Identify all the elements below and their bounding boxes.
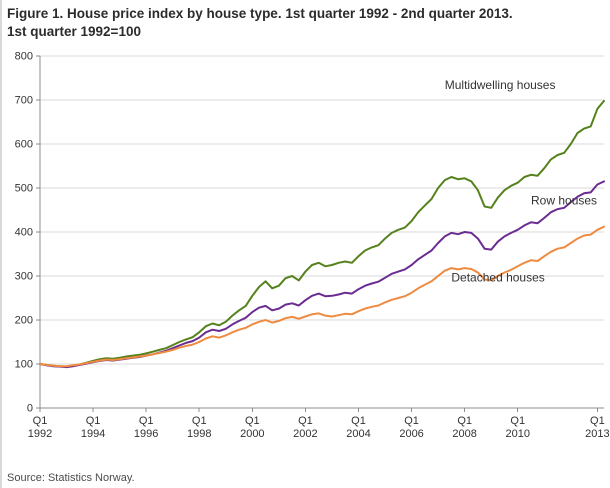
y-tick-label: 400 [15,227,33,239]
source-note: Source: Statistics Norway. [7,472,135,484]
series-label-multidwelling-houses: Multidwelling houses [445,78,556,92]
figure-title-line1: Figure 1. House price index by house typ… [7,6,513,21]
x-tick-label-quarter: Q1 [590,415,605,427]
y-tick-label: 100 [15,359,33,371]
y-tick-label: 300 [15,271,33,283]
series-line-detached-houses [39,225,605,368]
x-tick-label-quarter: Q1 [245,415,260,427]
x-tick-label-year: 2000 [240,428,264,440]
x-tick-label-year: 2006 [399,428,423,440]
y-tick-label: 800 [15,51,33,63]
x-tick-label-year: 2008 [452,428,476,440]
x-tick-label-quarter: Q1 [457,415,472,427]
series-line-multidwelling-houses [39,99,605,368]
y-tick-label: 0 [27,403,33,415]
x-tick-label-year: 2002 [293,428,317,440]
series-label-row-houses: Row houses [531,193,597,207]
y-tick-label: 500 [15,183,33,195]
chart: 0100200300400500600700800Q11992Q11994Q11… [15,51,610,441]
x-tick-label-quarter: Q1 [33,415,48,427]
y-tick-label: 700 [15,95,33,107]
x-tick-label-year: 1996 [134,428,158,440]
x-tick-label-year: 2013 [585,428,609,440]
x-tick-label-quarter: Q1 [510,415,525,427]
x-tick-label-year: 2010 [505,428,529,440]
figure-title-line2: 1st quarter 1992=100 [7,23,141,39]
figure-title: Figure 1. House price index by house typ… [2,0,610,42]
x-tick-label-year: 1998 [187,428,211,440]
x-tick-label-year: 1994 [81,428,105,440]
x-tick-label-quarter: Q1 [192,415,207,427]
x-tick-label-year: 1992 [28,428,52,440]
x-tick-label-quarter: Q1 [298,415,313,427]
series-label-detached-houses: Detached houses [451,271,544,285]
y-tick-label: 200 [15,315,33,327]
x-tick-label-quarter: Q1 [139,415,154,427]
x-tick-label-quarter: Q1 [86,415,101,427]
x-tick-label-quarter: Q1 [404,415,419,427]
x-tick-label-quarter: Q1 [351,415,366,427]
x-tick-label-year: 2004 [346,428,370,440]
y-tick-label: 600 [15,139,33,151]
